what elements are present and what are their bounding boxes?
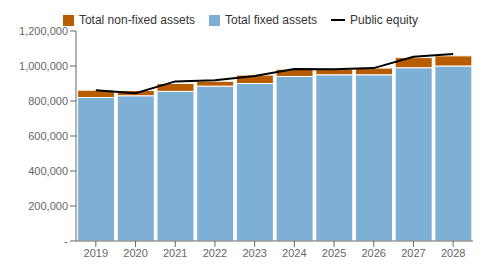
svg-text:200,000: 200,000 bbox=[28, 200, 68, 212]
svg-text:2026: 2026 bbox=[362, 247, 386, 259]
svg-text:600,000: 600,000 bbox=[28, 130, 68, 142]
svg-text:800,000: 800,000 bbox=[28, 95, 68, 107]
svg-text:1,200,000: 1,200,000 bbox=[19, 25, 68, 37]
svg-text:2025: 2025 bbox=[322, 247, 346, 259]
svg-text:1,000,000: 1,000,000 bbox=[19, 60, 68, 72]
html-text:Public equity: Public equity bbox=[350, 13, 419, 27]
svg-text:-: - bbox=[64, 235, 68, 247]
svg-text:2027: 2027 bbox=[401, 247, 425, 259]
svg-text:2023: 2023 bbox=[242, 247, 266, 259]
svg-text:2021: 2021 bbox=[163, 247, 187, 259]
svg-text:2024: 2024 bbox=[282, 247, 306, 259]
svg-text:2020: 2020 bbox=[123, 247, 147, 259]
svg-text:2019: 2019 bbox=[84, 247, 108, 259]
svg-text:2022: 2022 bbox=[203, 247, 227, 259]
html-text:Total fixed assets: Total fixed assets bbox=[225, 13, 317, 27]
html-text:Total non-fixed assets: Total non-fixed assets bbox=[78, 13, 195, 27]
svg-text:400,000: 400,000 bbox=[28, 165, 68, 177]
svg-text:2028: 2028 bbox=[441, 247, 465, 259]
